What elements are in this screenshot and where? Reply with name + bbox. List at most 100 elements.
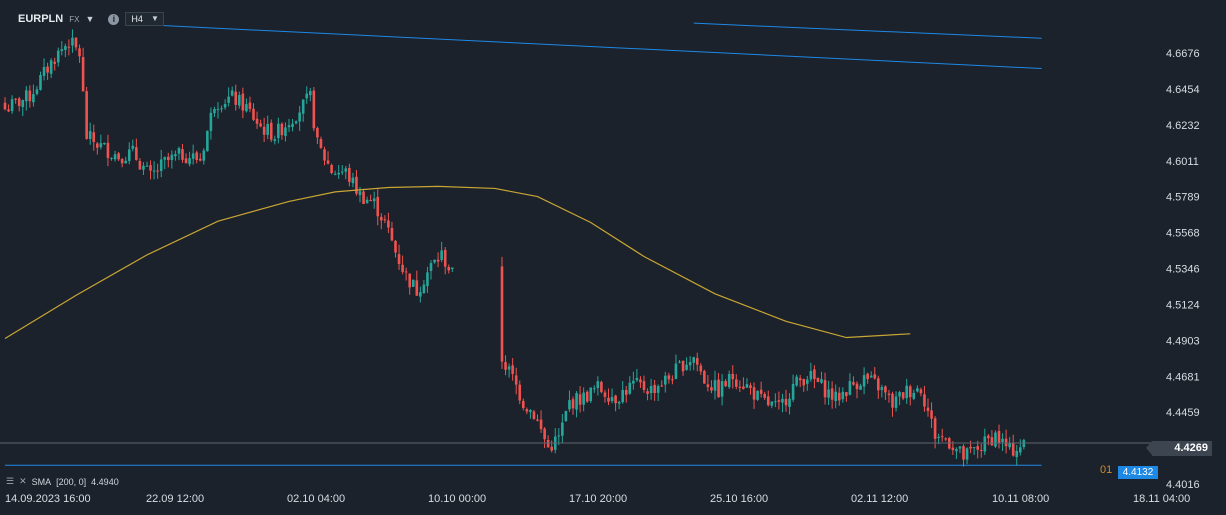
candle-body — [21, 100, 25, 107]
candle-body — [848, 381, 852, 395]
candle — [504, 355, 507, 376]
settings-icon[interactable]: ☰ — [6, 476, 15, 486]
candle-body — [326, 160, 330, 164]
candle-body — [529, 410, 532, 413]
candle-body — [238, 95, 241, 106]
candle-body — [784, 398, 788, 406]
candle-body — [997, 430, 1001, 443]
candle — [845, 391, 848, 402]
sma-layer — [4, 185, 911, 340]
candle — [340, 165, 344, 176]
candle-body — [624, 389, 628, 395]
candle — [451, 267, 454, 273]
symbol-name[interactable]: EURPLN — [18, 13, 64, 25]
candle — [181, 143, 184, 163]
candle — [1022, 438, 1026, 450]
candle — [777, 391, 781, 410]
candle-body — [124, 160, 127, 164]
candle-body — [745, 384, 749, 388]
candle-body — [635, 377, 639, 381]
candle — [823, 372, 827, 405]
candle-body — [898, 392, 901, 397]
candle-body — [223, 104, 227, 108]
candle-body — [138, 160, 142, 170]
candle — [976, 440, 979, 459]
candle-body — [688, 362, 692, 366]
trendline-0[interactable] — [146, 24, 1042, 70]
candle — [255, 111, 259, 129]
candle — [507, 363, 511, 378]
candle-body — [873, 374, 877, 379]
candle-body — [972, 447, 976, 449]
candle — [749, 382, 752, 395]
close-icon[interactable]: ✕ — [19, 476, 27, 486]
candle — [788, 393, 791, 415]
candle — [404, 267, 408, 281]
candle — [649, 378, 653, 400]
candle — [99, 134, 103, 150]
candle-body — [1011, 442, 1015, 456]
candle — [145, 161, 149, 167]
candle — [873, 367, 877, 380]
candle-body — [593, 388, 596, 390]
candle-body — [198, 158, 202, 161]
candle — [67, 39, 71, 56]
candle — [443, 247, 447, 275]
candle-body — [74, 37, 78, 48]
candle-body — [720, 381, 724, 397]
candle — [791, 374, 795, 402]
candle-body — [152, 170, 156, 172]
candle-body — [727, 374, 731, 388]
candle-body — [1019, 447, 1022, 453]
candle-body — [642, 381, 646, 391]
candle — [42, 58, 46, 81]
indicator-legend: ☰ ✕ SMA [200, 0] 4.4940 — [6, 476, 119, 487]
candle — [195, 150, 198, 164]
candle — [337, 164, 340, 179]
candle — [536, 414, 539, 422]
candle — [120, 158, 124, 168]
timeframe-select[interactable]: H4 ▼ — [125, 12, 164, 26]
candle-body — [340, 171, 344, 173]
chevron-down-icon[interactable]: ▼ — [85, 14, 95, 24]
indicator-params: [200, 0] — [56, 476, 87, 487]
candle-body — [532, 411, 536, 419]
candle — [142, 162, 145, 175]
candle-body — [49, 60, 53, 74]
candle — [106, 134, 110, 167]
candle — [944, 437, 948, 442]
candle — [401, 255, 404, 275]
candle — [1001, 433, 1004, 452]
candle — [859, 383, 862, 390]
candle-body — [827, 389, 830, 398]
info-icon[interactable]: i — [108, 13, 120, 25]
candle — [869, 371, 873, 378]
candle — [568, 390, 571, 412]
candle — [923, 385, 926, 412]
candle-body — [919, 389, 923, 394]
candle — [7, 104, 10, 113]
trendlines-layer — [5, 22, 1042, 466]
candle-body — [837, 392, 841, 401]
candle-body — [880, 387, 884, 390]
candle-body — [656, 386, 660, 393]
candles-layer — [3, 29, 1026, 467]
candle — [372, 191, 376, 209]
line-price-label[interactable]: 4.4132 — [1118, 466, 1158, 479]
candle-body — [106, 142, 110, 158]
candle-body — [67, 46, 71, 48]
trendline-1[interactable] — [693, 22, 1042, 39]
candle-body — [440, 250, 443, 260]
candle-body — [287, 125, 291, 128]
candle — [695, 352, 699, 372]
candle-body — [894, 396, 898, 408]
candle-body — [766, 396, 770, 406]
candle-body — [284, 127, 287, 136]
candle-body — [699, 365, 703, 372]
candle — [688, 356, 692, 371]
candle — [830, 381, 834, 409]
candle-body — [78, 48, 81, 57]
candle-body — [81, 57, 85, 92]
candle-body — [710, 387, 713, 391]
